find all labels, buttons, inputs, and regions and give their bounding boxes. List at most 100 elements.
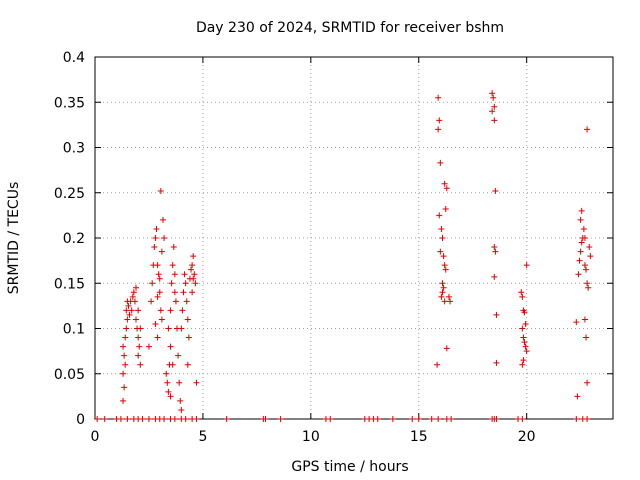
data-point (491, 103, 498, 110)
data-point (158, 248, 165, 255)
data-point (145, 343, 152, 350)
data-point (130, 289, 137, 296)
data-point (172, 298, 179, 305)
data-point (440, 284, 447, 291)
data-point (117, 416, 124, 422)
data-point (155, 271, 162, 278)
data-point (135, 352, 142, 359)
data-point (136, 343, 143, 350)
data-point (435, 94, 442, 101)
data-point (120, 370, 127, 377)
data-point (165, 388, 172, 395)
data-point (518, 289, 525, 296)
data-point (193, 416, 200, 422)
data-point (168, 280, 175, 287)
y-axis-label: SRMTID / TECUs (6, 182, 22, 295)
data-point (491, 244, 498, 251)
data-point (184, 316, 191, 323)
y-tick-label: 0.2 (63, 231, 85, 247)
data-point (523, 262, 530, 269)
data-point (492, 248, 499, 255)
data-point (262, 416, 269, 422)
data-point (520, 357, 527, 364)
data-point (573, 319, 580, 326)
data-point (161, 416, 168, 422)
data-point (491, 273, 498, 280)
data-point (448, 416, 455, 422)
data-point (442, 206, 449, 213)
data-point (123, 307, 130, 314)
data-point (523, 348, 530, 355)
data-point (277, 416, 284, 422)
data-point (441, 180, 448, 187)
data-point (581, 235, 588, 241)
data-point (189, 289, 196, 296)
data-point (156, 289, 163, 296)
data-point (128, 307, 135, 314)
data-point (175, 352, 182, 359)
data-point (161, 235, 168, 241)
data-point (447, 298, 454, 305)
data-point (179, 307, 186, 314)
data-point (171, 289, 178, 296)
data-point (586, 244, 593, 251)
y-tick-label: 0.05 (54, 367, 85, 383)
data-point (169, 262, 176, 269)
data-point (121, 352, 128, 359)
data-point (133, 316, 140, 323)
data-point (131, 298, 138, 305)
data-point (185, 334, 192, 341)
data-point (585, 284, 592, 291)
data-point (580, 225, 587, 232)
data-point (584, 416, 591, 422)
data-point (193, 379, 200, 386)
data-point (584, 379, 591, 386)
data-point (171, 416, 178, 422)
data-point (441, 262, 448, 269)
data-point (443, 345, 450, 352)
data-point (133, 284, 140, 291)
data-point (492, 187, 499, 194)
data-point (583, 266, 590, 273)
data-point (120, 343, 127, 350)
chart-title: Day 230 of 2024, SRMTID for receiver bsh… (196, 20, 504, 36)
data-point (135, 334, 142, 341)
data-point (123, 325, 130, 332)
data-point (167, 307, 174, 314)
data-point (576, 257, 583, 264)
data-point (182, 280, 189, 287)
data-point (139, 416, 146, 422)
data-points (94, 90, 594, 422)
data-point (519, 416, 526, 422)
data-point (184, 361, 191, 368)
data-point (183, 298, 190, 305)
data-point (577, 248, 584, 255)
data-point (583, 334, 590, 341)
data-point (181, 271, 188, 278)
data-point (223, 416, 230, 422)
data-point (163, 370, 170, 377)
data-point (434, 361, 441, 368)
data-point (490, 94, 497, 101)
data-point (438, 293, 445, 300)
data-point (101, 416, 108, 422)
data-point (121, 384, 128, 391)
data-point (124, 416, 131, 422)
data-point (435, 126, 442, 133)
y-tick-label: 0.15 (54, 276, 85, 292)
data-point (189, 262, 196, 269)
data-point (157, 307, 164, 314)
data-point (122, 334, 129, 341)
data-point (581, 262, 588, 269)
data-point (145, 416, 152, 422)
data-point (137, 361, 144, 368)
data-point (578, 207, 585, 214)
data-point (491, 117, 498, 124)
x-tick-label: 5 (198, 429, 207, 445)
data-point (587, 253, 594, 260)
y-tick-label: 0 (76, 412, 85, 428)
data-point (125, 302, 132, 309)
data-point (575, 271, 582, 278)
data-point (409, 416, 416, 422)
